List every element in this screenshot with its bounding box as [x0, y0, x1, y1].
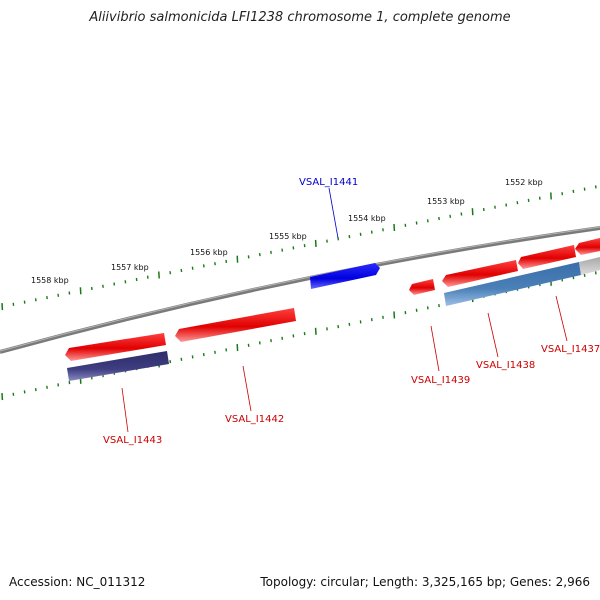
- gene-VSAL_I1443[interactable]: [65, 333, 166, 361]
- cds-VSAL_I1443[interactable]: [67, 351, 169, 381]
- pointer-VSAL_I1441: [328, 187, 339, 239]
- kbp-label-1557: 1557 kbp: [111, 263, 149, 272]
- cds-partial-gray: [579, 257, 600, 275]
- kbp-label-1553: 1553 kbp: [427, 197, 465, 206]
- label-VSAL_I1442[interactable]: VSAL_I1442: [225, 414, 284, 425]
- outer-tick-track: [1, 185, 597, 311]
- label-VSAL_I1437[interactable]: VSAL_I1437: [541, 344, 600, 355]
- kbp-label-1552: 1552 kbp: [505, 178, 543, 187]
- map-title: Aliivibrio salmonicida LFI1238 chromosom…: [89, 10, 511, 25]
- label-VSAL_I1438[interactable]: VSAL_I1438: [476, 360, 535, 371]
- chromosome-backbone: [0, 226, 600, 354]
- gene-VSAL_I1442[interactable]: [175, 308, 296, 342]
- kbp-labels: 1552 kbp 1553 kbp 1554 kbp 1555 kbp 1556…: [31, 178, 543, 285]
- pointer-VSAL_I1443: [121, 387, 129, 433]
- label-VSAL_I1439[interactable]: VSAL_I1439: [411, 375, 470, 386]
- cds-VSAL_I1438[interactable]: [444, 262, 581, 306]
- kbp-label-1555: 1555 kbp: [269, 232, 307, 241]
- label-VSAL_I1441[interactable]: VSAL_I1441: [299, 177, 358, 188]
- kbp-label-1556: 1556 kbp: [190, 248, 228, 257]
- gene-partial-right[interactable]: [575, 238, 600, 255]
- pointer-VSAL_I1438: [487, 312, 499, 358]
- pointer-VSAL_I1442: [242, 365, 252, 412]
- gene-VSAL_I1439[interactable]: [409, 279, 435, 295]
- pointer-VSAL_I1437: [555, 295, 568, 342]
- accession-text: Accession: NC_011312: [9, 575, 146, 589]
- kbp-label-1554: 1554 kbp: [348, 214, 386, 223]
- pointer-VSAL_I1439: [430, 325, 440, 372]
- label-VSAL_I1443[interactable]: VSAL_I1443: [103, 435, 162, 446]
- gene-VSAL_I1441[interactable]: [310, 263, 380, 289]
- kbp-label-1558: 1558 kbp: [31, 276, 69, 285]
- gene-VSAL_I1437[interactable]: [518, 245, 576, 269]
- genome-summary-text: Topology: circular; Length: 3,325,165 bp…: [260, 575, 590, 589]
- gene-VSAL_I1438[interactable]: [442, 260, 518, 287]
